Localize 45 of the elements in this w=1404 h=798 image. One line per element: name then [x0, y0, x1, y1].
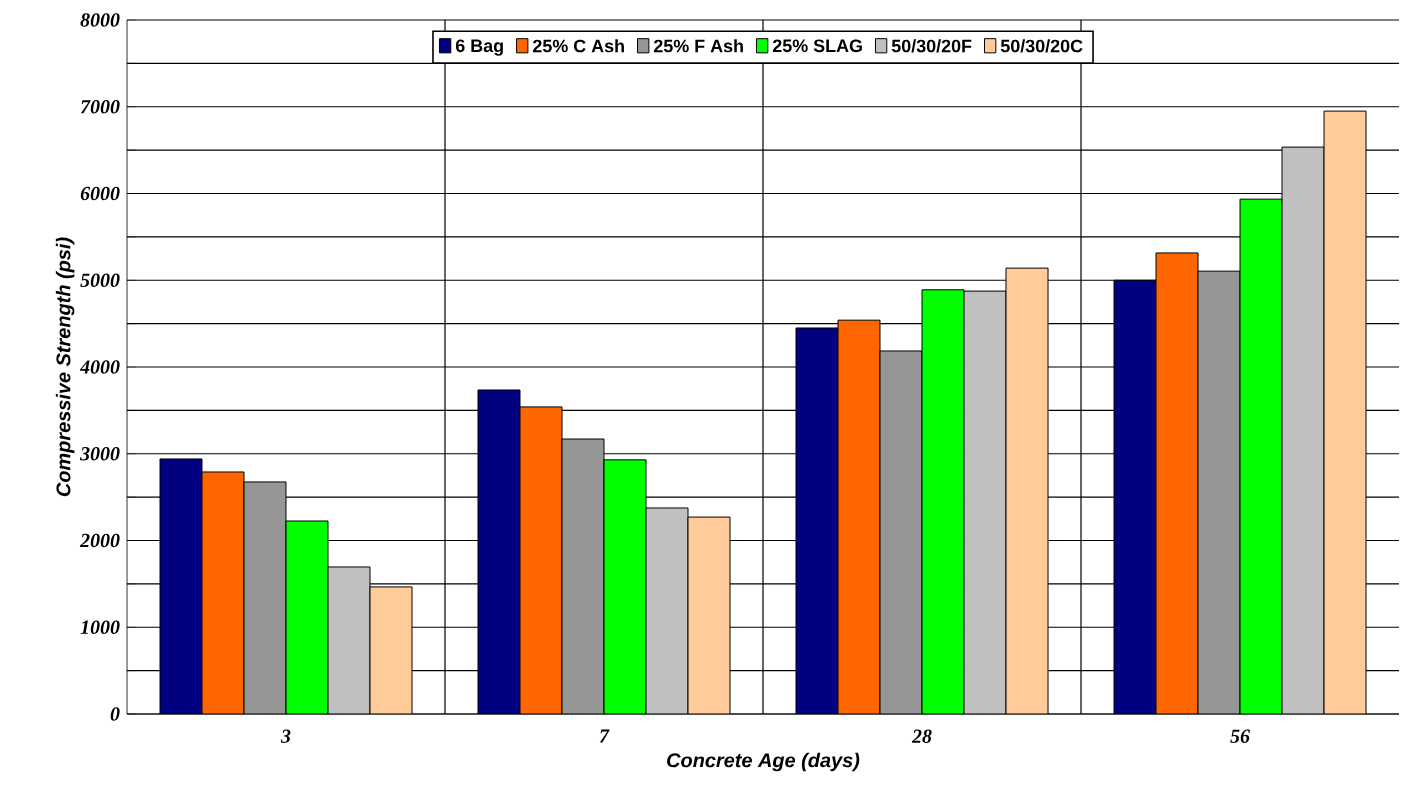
bar [561, 438, 605, 714]
bar [519, 406, 563, 714]
x-tick-label: 3 [280, 729, 291, 743]
bar [285, 520, 329, 714]
x-tick-label: 7 [599, 729, 610, 743]
bar [1113, 279, 1157, 714]
bar [879, 350, 923, 714]
bar [327, 566, 371, 714]
y-tick-label: 8000 [80, 13, 120, 27]
y-tick-label: 7000 [80, 100, 120, 114]
bar [1155, 252, 1199, 714]
y-tick-label: 5000 [80, 273, 120, 287]
bar [687, 516, 731, 714]
legend-label: 6 Bag [455, 39, 503, 56]
bar [243, 481, 287, 714]
y-tick-label: 3000 [79, 447, 120, 461]
y-tick-label: 1000 [80, 620, 120, 634]
y-tick-label: 2000 [79, 533, 120, 548]
y-axis-title: Compressive Strength (psi) [55, 237, 75, 497]
bar [369, 586, 413, 714]
legend-label: 25% C Ash [533, 39, 624, 53]
bar [1239, 198, 1283, 714]
bar [795, 327, 839, 714]
y-tick-label: 0 [110, 707, 120, 721]
bar [1005, 267, 1049, 714]
legend-label: 25% F Ash [653, 39, 743, 53]
bar [963, 290, 1007, 714]
x-tick-label: 28 [911, 729, 932, 743]
bar [1197, 270, 1241, 714]
bar [921, 289, 965, 714]
bar [603, 459, 647, 714]
legend-label: 50/30/20C [1000, 39, 1083, 53]
legend-label: 25% SLAG [772, 39, 862, 53]
y-tick-label: 4000 [79, 360, 120, 374]
bar [201, 471, 245, 714]
x-axis-title: Concrete Age (days) [667, 752, 860, 772]
bar [645, 507, 689, 714]
legend-label: 50/30/20F [891, 39, 972, 53]
bar [837, 319, 881, 714]
bar [1323, 110, 1367, 714]
y-tick-label: 6000 [80, 186, 120, 201]
bar [477, 389, 521, 714]
bar [1281, 146, 1325, 714]
x-tick-label: 56 [1230, 729, 1250, 743]
bar [159, 458, 203, 714]
